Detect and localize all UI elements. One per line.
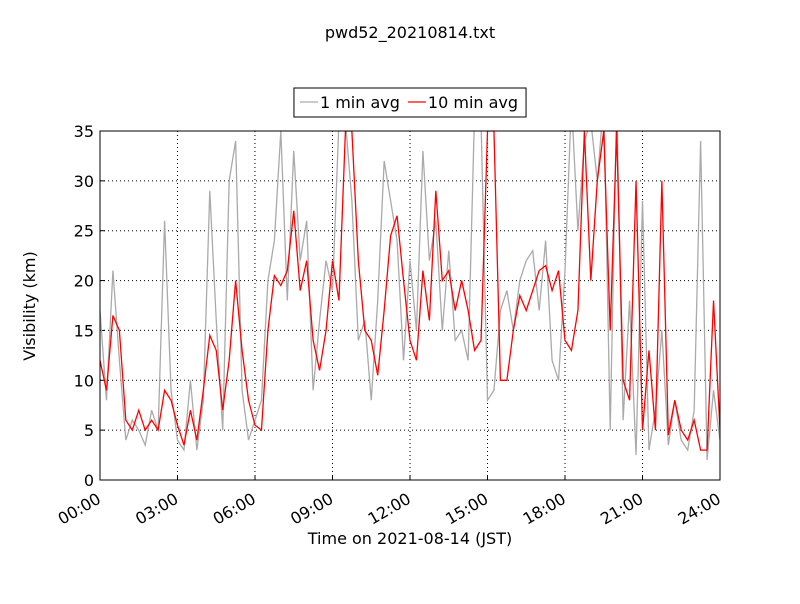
y-tick-label: 20	[74, 272, 94, 291]
series-line	[100, 131, 720, 461]
y-tick-label: 30	[74, 172, 94, 191]
x-tick-label: 15:00	[442, 489, 491, 529]
x-tick-label: 09:00	[287, 489, 336, 529]
legend-label: 10 min avg	[428, 93, 518, 112]
x-tick-label: 03:00	[132, 489, 181, 529]
plot-frame	[99, 130, 721, 481]
x-tick-label: 12:00	[365, 489, 414, 529]
legend-label: 1 min avg	[320, 93, 400, 112]
plot-lines	[100, 131, 720, 461]
x-axis-label: Time on 2021-08-14 (JST)	[307, 529, 512, 548]
y-axis-label: Visibility (km)	[20, 251, 39, 360]
legend: 1 min avg 10 min avg	[293, 87, 527, 118]
y-tick-label: 10	[74, 371, 94, 390]
y-tick-label: 0	[84, 471, 94, 490]
x-tick-label: 18:00	[520, 489, 569, 529]
y-tick-label: 5	[84, 421, 94, 440]
series-line	[100, 131, 720, 451]
y-tick-label: 35	[74, 122, 94, 141]
y-tick-label: 25	[74, 222, 94, 241]
x-tick-label: 21:00	[597, 489, 646, 529]
x-tick-label: 06:00	[210, 489, 259, 529]
y-tick-label: 15	[74, 321, 94, 340]
x-tick-label: 24:00	[675, 489, 724, 529]
x-tick-label: 00:00	[55, 489, 104, 529]
chart-title: pwd52_20210814.txt	[325, 23, 495, 43]
